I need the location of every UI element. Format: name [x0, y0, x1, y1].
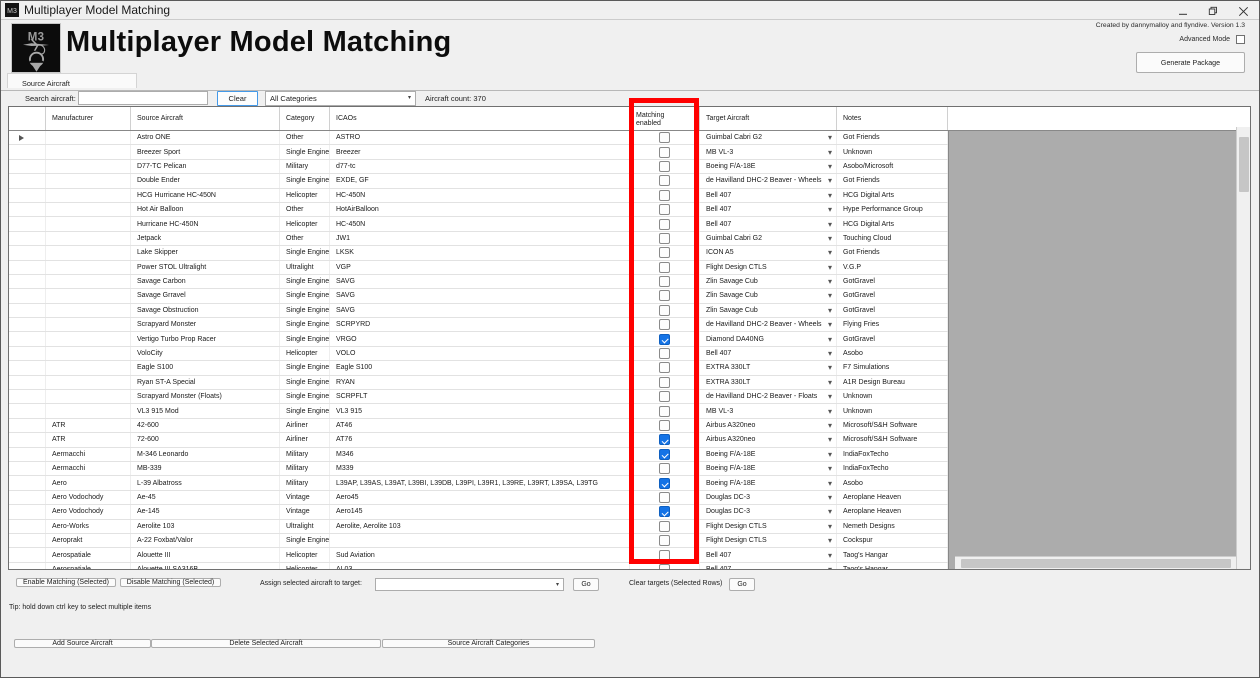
svg-text:M3: M3 [28, 32, 45, 44]
svg-text:M3: M3 [7, 8, 17, 15]
